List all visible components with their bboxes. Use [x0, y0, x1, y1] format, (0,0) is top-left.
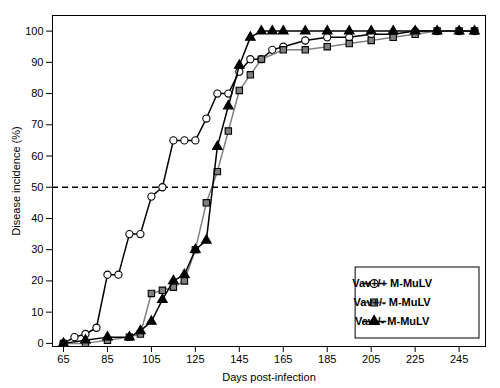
svg-text:100: 100 [25, 25, 43, 37]
svg-text:245: 245 [450, 353, 468, 365]
svg-text:50: 50 [31, 181, 43, 193]
svg-text:65: 65 [57, 353, 69, 365]
svg-text:0: 0 [37, 337, 43, 349]
svg-text:20: 20 [31, 274, 43, 286]
svg-text:105: 105 [142, 353, 160, 365]
svg-text:85: 85 [101, 353, 113, 365]
svg-text:185: 185 [318, 353, 336, 365]
svg-text:145: 145 [230, 353, 248, 365]
svg-text:90: 90 [31, 56, 43, 68]
svg-text:10: 10 [31, 306, 43, 318]
svg-text:40: 40 [31, 212, 43, 224]
svg-text:125: 125 [186, 353, 204, 365]
svg-text:80: 80 [31, 87, 43, 99]
svg-text:Days post-infection: Days post-infection [222, 371, 316, 383]
svg-text:205: 205 [362, 353, 380, 365]
svg-text:Disease incidence (%): Disease incidence (%) [10, 126, 22, 235]
svg-text:Vav-/- M-MuLV: Vav-/- M-MuLV [355, 315, 430, 327]
svg-text:Vav+/+ M-MuLV: Vav+/+ M-MuLV [352, 277, 433, 289]
svg-text:165: 165 [274, 353, 292, 365]
svg-text:60: 60 [31, 150, 43, 162]
svg-text:Vav+/- M-MuLV: Vav+/- M-MuLV [354, 296, 432, 308]
svg-text:225: 225 [406, 353, 424, 365]
svg-text:30: 30 [31, 243, 43, 255]
svg-text:70: 70 [31, 118, 43, 130]
